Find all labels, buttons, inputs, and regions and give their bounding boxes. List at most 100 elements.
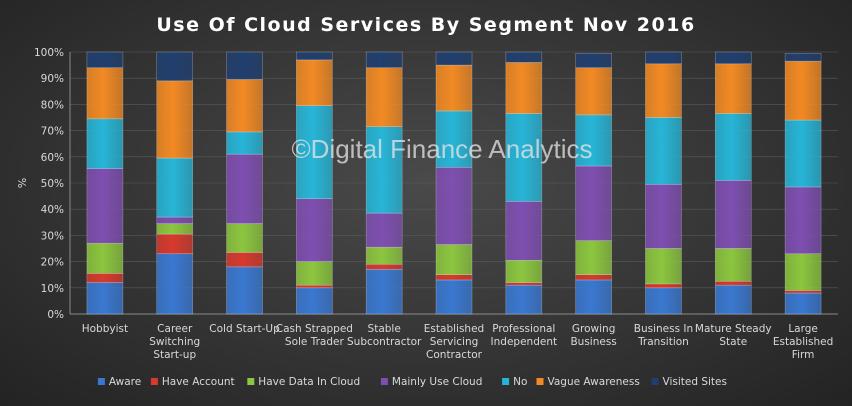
bar-segment bbox=[575, 53, 612, 69]
legend-swatch bbox=[150, 378, 158, 385]
bar-segment bbox=[505, 62, 543, 114]
bar-segment bbox=[86, 118, 124, 169]
bar-segment bbox=[296, 287, 333, 315]
bar-segment bbox=[575, 67, 612, 116]
bar-segment bbox=[645, 117, 682, 185]
bar-segment bbox=[365, 212, 403, 248]
bars bbox=[86, 51, 822, 315]
bar-segment bbox=[645, 248, 682, 285]
bar-segment bbox=[156, 157, 194, 218]
bar-segment bbox=[435, 51, 473, 66]
bar-segment bbox=[365, 51, 403, 69]
legend-swatch bbox=[502, 378, 510, 385]
legend-swatch bbox=[97, 378, 105, 385]
bar-segment bbox=[435, 274, 473, 281]
bar-segment bbox=[296, 261, 333, 286]
y-tick-label: 10% bbox=[41, 283, 64, 295]
legend-item: Mainly Use Cloud bbox=[392, 376, 482, 388]
y-tick-label: 30% bbox=[41, 230, 64, 242]
bar-segment bbox=[86, 168, 124, 244]
bar-segment bbox=[645, 287, 682, 315]
bar-segment bbox=[86, 282, 124, 315]
bar-segment bbox=[505, 259, 543, 283]
x-tick-label: Growing Business bbox=[570, 323, 616, 348]
bar-segment bbox=[365, 263, 403, 270]
watermark: ©Digital Finance Analytics bbox=[292, 134, 593, 164]
bar-segment bbox=[226, 51, 263, 80]
bar-segment bbox=[296, 198, 333, 262]
bar-segment bbox=[784, 53, 822, 62]
x-tick-label: Stable Subcontractor bbox=[347, 323, 422, 348]
y-tick-label: 90% bbox=[41, 73, 64, 85]
bar-segment bbox=[156, 233, 194, 255]
bar-segment bbox=[365, 67, 403, 127]
bar-segment bbox=[365, 269, 403, 315]
bar-segment bbox=[505, 201, 543, 261]
x-tick-label: Business In Transition bbox=[634, 323, 693, 348]
bar-segment bbox=[505, 284, 543, 315]
bar-segment bbox=[575, 274, 612, 281]
y-axis-label: % bbox=[16, 178, 29, 188]
bar-segment bbox=[714, 51, 752, 65]
bar-segment bbox=[645, 51, 682, 65]
bar-segment bbox=[226, 252, 263, 268]
bar-segment bbox=[296, 51, 333, 61]
bar-segment bbox=[645, 63, 682, 118]
y-tick-label: 50% bbox=[41, 178, 64, 190]
bar-segment bbox=[435, 244, 473, 276]
bar-segment bbox=[575, 279, 612, 315]
bar-segment bbox=[784, 292, 822, 315]
bar-segment bbox=[784, 290, 822, 294]
bar-segment bbox=[435, 110, 473, 168]
bar-segment bbox=[784, 253, 822, 291]
bar-segment bbox=[296, 284, 333, 289]
bar-segment bbox=[296, 105, 333, 200]
bar-segment bbox=[714, 284, 752, 315]
bar-segment bbox=[226, 131, 263, 155]
x-tick-label: Hobbyist bbox=[82, 323, 128, 335]
bar-segment bbox=[86, 242, 124, 274]
bar-segment bbox=[296, 59, 333, 107]
x-tick-label: Cold Start-Up bbox=[209, 323, 280, 335]
bar-segment bbox=[645, 184, 682, 249]
bar-segment bbox=[156, 216, 194, 224]
x-tick-label: Large Established Firm bbox=[773, 323, 833, 361]
bar-segment bbox=[575, 165, 612, 241]
bar-segment bbox=[226, 266, 263, 315]
bar-segment bbox=[575, 240, 612, 276]
bar-segment bbox=[86, 67, 124, 120]
bar-segment bbox=[645, 283, 682, 289]
bar-segment bbox=[226, 153, 263, 224]
bar-segment bbox=[156, 51, 194, 82]
legend-swatch bbox=[651, 378, 659, 385]
y-tick-label: 80% bbox=[41, 99, 64, 111]
bar-segment bbox=[86, 273, 124, 283]
bar-segment bbox=[156, 80, 194, 159]
bar-segment bbox=[435, 279, 473, 315]
bar-segment bbox=[714, 280, 752, 286]
bar-segment bbox=[435, 166, 473, 245]
bar-segment bbox=[226, 223, 263, 253]
bar-segment bbox=[575, 114, 612, 167]
legend-swatch bbox=[536, 378, 544, 385]
legend-item: Vague Awareness bbox=[548, 376, 640, 388]
bar-segment bbox=[86, 51, 124, 69]
bar-segment bbox=[365, 246, 403, 265]
y-tick-label: 60% bbox=[41, 152, 64, 164]
legend-item: Have Data In Cloud bbox=[258, 376, 360, 388]
x-tick-label: Established Servicing Contractor bbox=[424, 323, 484, 361]
legend: Aware Have Account Have Data In Cloud Mainl… bbox=[97, 376, 727, 388]
chart-title: Use Of Cloud Services By Segment Nov 201… bbox=[156, 14, 695, 36]
bar-segment bbox=[714, 248, 752, 282]
bar-segment bbox=[784, 119, 822, 188]
bar-segment bbox=[156, 223, 194, 235]
y-tick-label: 100% bbox=[34, 47, 64, 59]
legend-item: Aware bbox=[109, 376, 141, 388]
bar-segment bbox=[505, 282, 543, 286]
legend-swatch bbox=[380, 378, 388, 385]
bar-segment bbox=[505, 113, 543, 202]
y-tick-label: 20% bbox=[41, 257, 64, 269]
bar-segment bbox=[156, 253, 194, 315]
